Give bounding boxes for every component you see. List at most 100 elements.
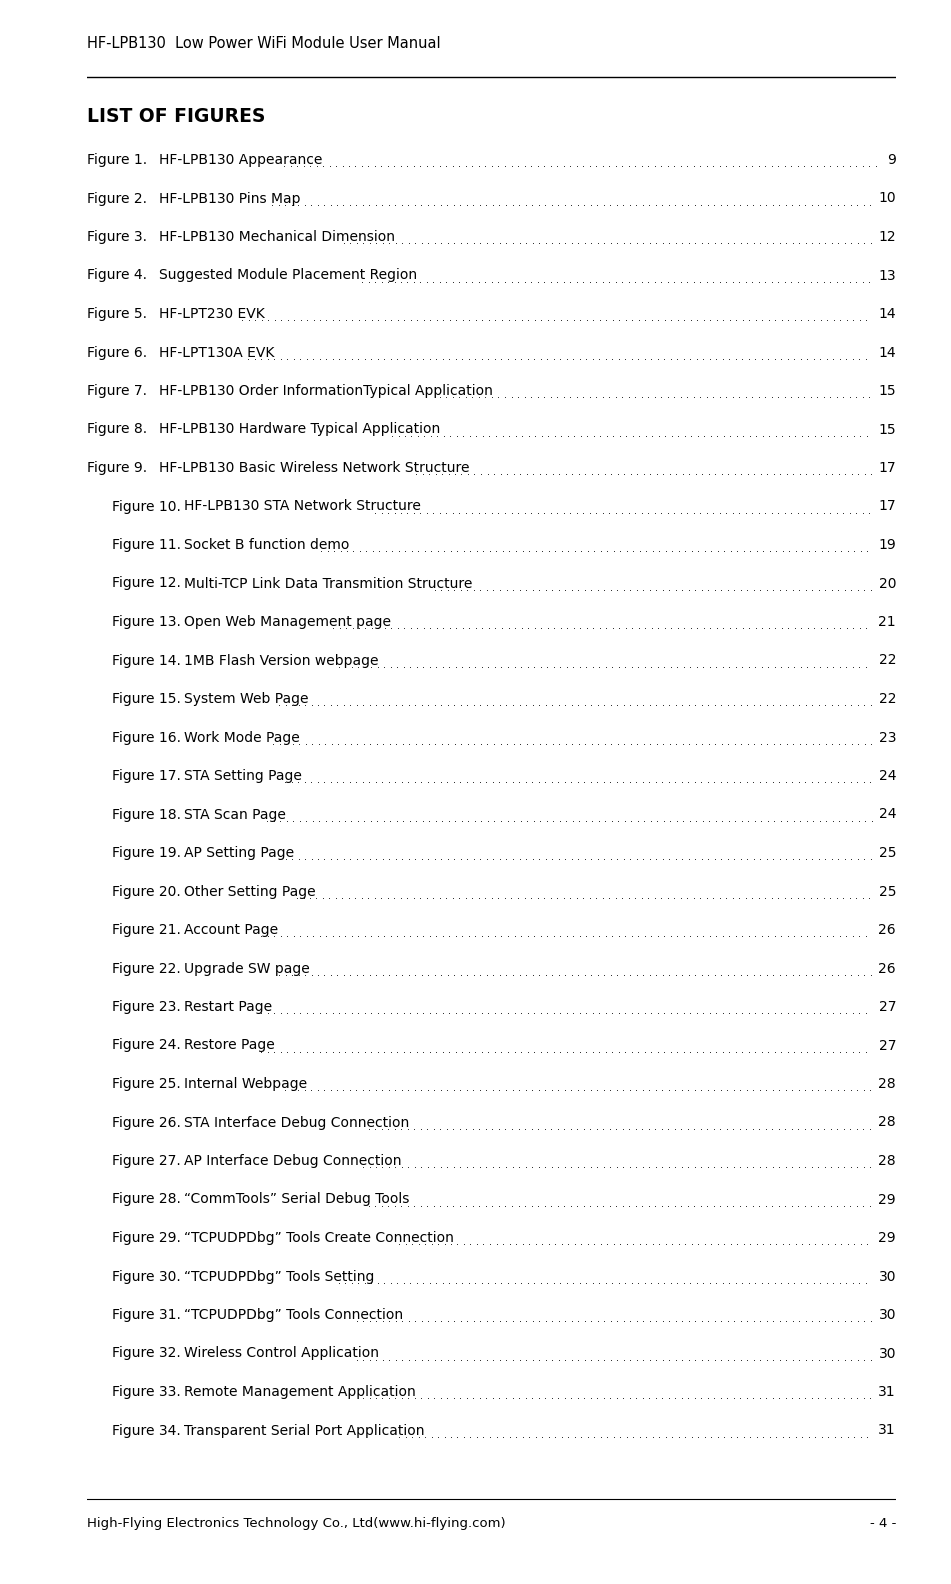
Text: Socket B function demo: Socket B function demo (184, 539, 349, 551)
Text: HF-LPB130 STA Network Structure: HF-LPB130 STA Network Structure (184, 499, 421, 513)
Text: Open Web Management page: Open Web Management page (184, 615, 391, 629)
Text: 30: 30 (879, 1346, 896, 1361)
Text: 31: 31 (879, 1424, 896, 1438)
Text: 27: 27 (879, 1000, 896, 1014)
Text: Account Page: Account Page (184, 923, 278, 938)
Text: HF-LPB130 Appearance: HF-LPB130 Appearance (159, 154, 322, 166)
Text: Other Setting Page: Other Setting Page (184, 884, 316, 898)
Text: Figure 14.: Figure 14. (112, 654, 181, 667)
Text: Restart Page: Restart Page (184, 1000, 272, 1014)
Text: STA Scan Page: STA Scan Page (184, 808, 286, 822)
Text: - 4 -: - 4 - (869, 1517, 896, 1530)
Text: 9: 9 (887, 154, 896, 166)
Text: HF-LPB130  Low Power WiFi Module User Manual: HF-LPB130 Low Power WiFi Module User Man… (87, 36, 440, 51)
Text: 14: 14 (879, 345, 896, 360)
Text: Figure 16.: Figure 16. (112, 730, 181, 744)
Text: Figure 29.: Figure 29. (112, 1231, 181, 1245)
Text: 27: 27 (879, 1039, 896, 1052)
Text: 21: 21 (879, 615, 896, 629)
Text: 30: 30 (879, 1308, 896, 1323)
Text: AP Interface Debug Connection: AP Interface Debug Connection (184, 1155, 401, 1167)
Text: Work Mode Page: Work Mode Page (184, 730, 300, 744)
Text: 29: 29 (879, 1193, 896, 1207)
Text: 28: 28 (879, 1155, 896, 1167)
Text: STA Setting Page: STA Setting Page (184, 768, 301, 782)
Text: 26: 26 (879, 961, 896, 976)
Text: 23: 23 (879, 730, 896, 744)
Text: 12: 12 (879, 230, 896, 244)
Text: Figure 12.: Figure 12. (112, 577, 181, 591)
Text: HF-LPT230 EVK: HF-LPT230 EVK (159, 307, 264, 322)
Text: Figure 22.: Figure 22. (112, 961, 181, 976)
Text: Figure 3.: Figure 3. (87, 230, 147, 244)
Text: 28: 28 (879, 1077, 896, 1091)
Text: Figure 17.: Figure 17. (112, 768, 181, 782)
Text: Figure 28.: Figure 28. (112, 1193, 181, 1207)
Text: “TCPUDPDbg” Tools Create Connection: “TCPUDPDbg” Tools Create Connection (184, 1231, 454, 1245)
Text: Figure 34.: Figure 34. (112, 1424, 181, 1438)
Text: High-Flying Electronics Technology Co., Ltd(www.hi-flying.com): High-Flying Electronics Technology Co., … (87, 1517, 506, 1530)
Text: 15: 15 (879, 383, 896, 398)
Text: Figure 7.: Figure 7. (87, 383, 147, 398)
Text: 30: 30 (879, 1269, 896, 1283)
Text: Figure 25.: Figure 25. (112, 1077, 181, 1091)
Text: Figure 8.: Figure 8. (87, 423, 147, 437)
Text: Figure 11.: Figure 11. (112, 539, 181, 551)
Text: 24: 24 (879, 768, 896, 782)
Text: Figure 21.: Figure 21. (112, 923, 181, 938)
Text: Figure 15.: Figure 15. (112, 692, 181, 706)
Text: Remote Management Application: Remote Management Application (184, 1384, 416, 1399)
Text: “TCPUDPDbg” Tools Setting: “TCPUDPDbg” Tools Setting (184, 1269, 375, 1283)
Text: 24: 24 (879, 808, 896, 822)
Text: Figure 6.: Figure 6. (87, 345, 147, 360)
Text: Suggested Module Placement Region: Suggested Module Placement Region (159, 269, 417, 282)
Text: 31: 31 (879, 1384, 896, 1399)
Text: 14: 14 (879, 307, 896, 322)
Text: Multi-TCP Link Data Transmition Structure: Multi-TCP Link Data Transmition Structur… (184, 577, 473, 591)
Text: HF-LPB130 Mechanical Dimension: HF-LPB130 Mechanical Dimension (159, 230, 395, 244)
Text: “TCPUDPDbg” Tools Connection: “TCPUDPDbg” Tools Connection (184, 1308, 403, 1323)
Text: Figure 26.: Figure 26. (112, 1115, 181, 1129)
Text: Figure 23.: Figure 23. (112, 1000, 181, 1014)
Text: LIST OF FIGURES: LIST OF FIGURES (87, 108, 265, 127)
Text: AP Setting Page: AP Setting Page (184, 846, 294, 860)
Text: 15: 15 (879, 423, 896, 437)
Text: STA Interface Debug Connection: STA Interface Debug Connection (184, 1115, 409, 1129)
Text: System Web Page: System Web Page (184, 692, 308, 706)
Text: 22: 22 (879, 692, 896, 706)
Text: Figure 10.: Figure 10. (112, 499, 181, 513)
Text: “CommTools” Serial Debug Tools: “CommTools” Serial Debug Tools (184, 1193, 409, 1207)
Text: Figure 2.: Figure 2. (87, 192, 147, 206)
Text: Restore Page: Restore Page (184, 1039, 275, 1052)
Text: Figure 27.: Figure 27. (112, 1155, 181, 1167)
Text: 17: 17 (879, 461, 896, 475)
Text: Wireless Control Application: Wireless Control Application (184, 1346, 379, 1361)
Text: HF-LPB130 Hardware Typical Application: HF-LPB130 Hardware Typical Application (159, 423, 440, 437)
Text: HF-LPT130A EVK: HF-LPT130A EVK (159, 345, 275, 360)
Text: Transparent Serial Port Application: Transparent Serial Port Application (184, 1424, 424, 1438)
Text: 29: 29 (879, 1231, 896, 1245)
Text: Figure 13.: Figure 13. (112, 615, 181, 629)
Text: HF-LPB130 Order InformationTypical Application: HF-LPB130 Order InformationTypical Appli… (159, 383, 493, 398)
Text: Figure 30.: Figure 30. (112, 1269, 181, 1283)
Text: 20: 20 (879, 577, 896, 591)
Text: Internal Webpage: Internal Webpage (184, 1077, 307, 1091)
Text: Figure 4.: Figure 4. (87, 269, 147, 282)
Text: Figure 1.: Figure 1. (87, 154, 147, 166)
Text: Figure 18.: Figure 18. (112, 808, 181, 822)
Text: 10: 10 (879, 192, 896, 206)
Text: Figure 19.: Figure 19. (112, 846, 181, 860)
Text: 19: 19 (879, 539, 896, 551)
Text: HF-LPB130 Pins Map: HF-LPB130 Pins Map (159, 192, 301, 206)
Text: 22: 22 (879, 654, 896, 667)
Text: 25: 25 (879, 884, 896, 898)
Text: Upgrade SW page: Upgrade SW page (184, 961, 310, 976)
Text: Figure 9.: Figure 9. (87, 461, 147, 475)
Text: Figure 31.: Figure 31. (112, 1308, 181, 1323)
Text: Figure 20.: Figure 20. (112, 884, 181, 898)
Text: HF-LPB130 Basic Wireless Network Structure: HF-LPB130 Basic Wireless Network Structu… (159, 461, 470, 475)
Text: 13: 13 (879, 269, 896, 282)
Text: Figure 33.: Figure 33. (112, 1384, 181, 1399)
Text: Figure 5.: Figure 5. (87, 307, 147, 322)
Text: 17: 17 (879, 499, 896, 513)
